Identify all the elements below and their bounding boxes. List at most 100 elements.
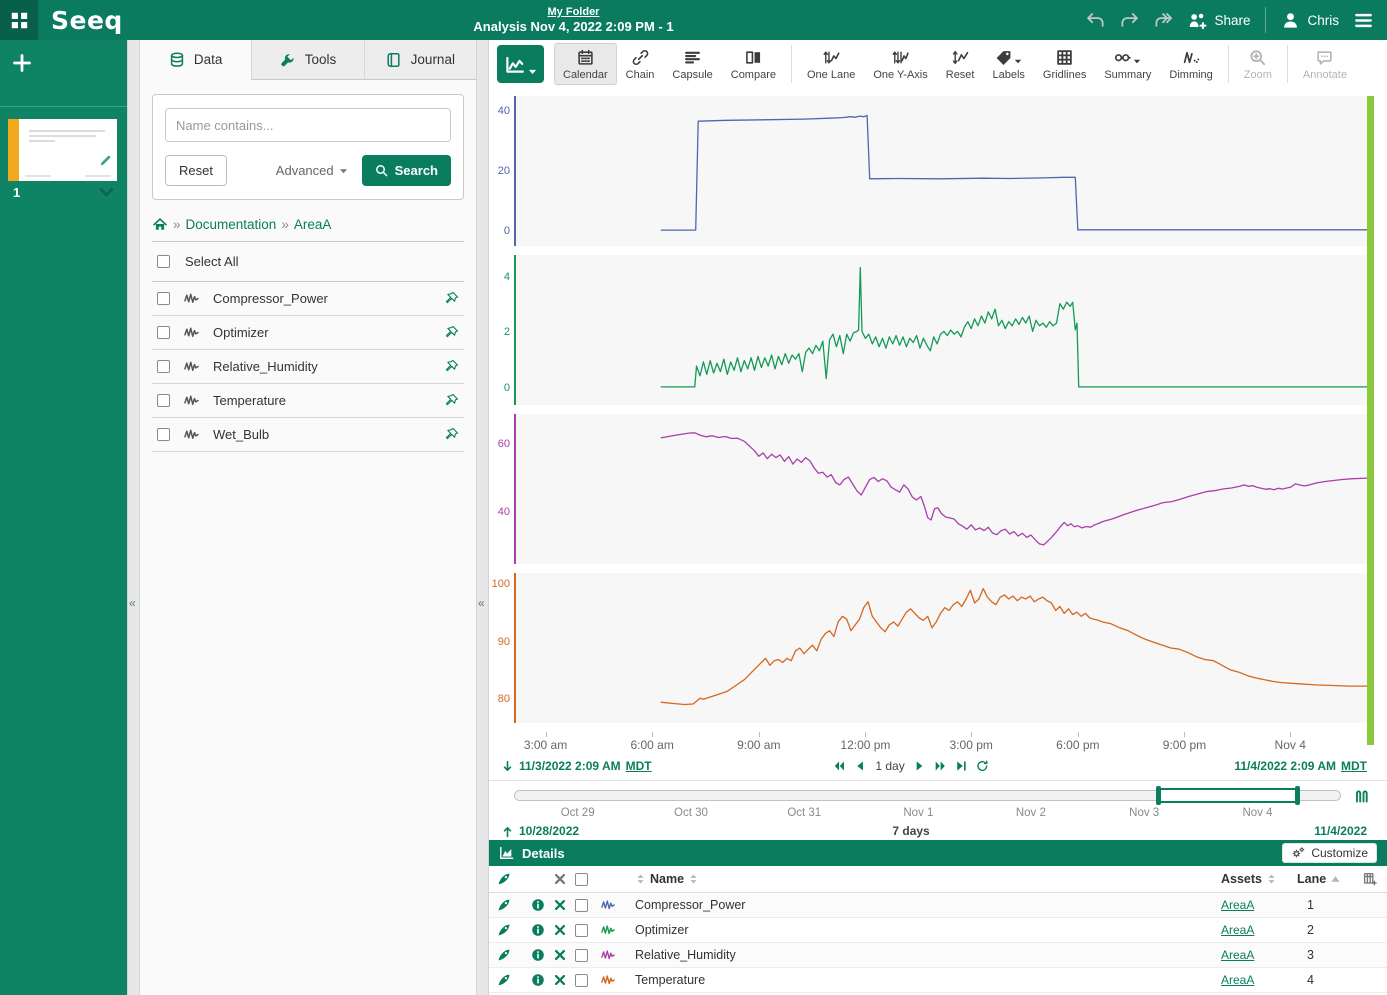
toolbar-button-chain[interactable]: Chain [617,43,664,85]
collapse-data-panel-strip[interactable]: « [476,40,489,995]
pin-icon[interactable] [444,359,459,374]
name-column-header[interactable]: Name [650,872,685,886]
list-item-optimizer[interactable]: Optimizer [152,316,464,350]
share-button[interactable]: Share [1188,11,1250,30]
asset-link[interactable]: AreaA [1221,948,1255,962]
toolbar-button-gridlines[interactable]: Gridlines [1034,43,1095,85]
range-end[interactable]: 11/4/2022 2:09 AM [1234,759,1336,773]
timeline-selection-window[interactable] [1156,786,1300,805]
pin-icon[interactable] [444,427,459,442]
lane-column-header[interactable]: Lane [1297,872,1327,886]
lane-plot-area[interactable] [514,573,1367,723]
table-row-temperature[interactable]: Temperature AreaA 4 [489,968,1387,993]
toolbar-button-one-lane[interactable]: One Lane [798,43,864,85]
pin-icon[interactable] [444,393,459,408]
list-item-compressor_power[interactable]: Compressor_Power [152,282,464,316]
tab-tools[interactable]: Tools [251,40,364,80]
add-column-icon[interactable] [1363,872,1377,886]
customize-button[interactable]: Customize [1282,843,1377,863]
info-icon[interactable] [531,898,545,912]
asset-link[interactable]: AreaA [1221,923,1255,937]
toolbar-button-reset[interactable]: Reset [937,43,984,85]
end-timezone-link[interactable]: MDT [1341,759,1367,773]
asset-link[interactable]: AreaA [1221,898,1255,912]
item-checkbox[interactable] [157,428,170,441]
toolbar-button-zoom[interactable]: Zoom [1235,43,1281,85]
step-back-fast-icon[interactable] [833,760,845,772]
list-item-temperature[interactable]: Temperature [152,384,464,418]
select-all-checkbox[interactable] [157,255,170,268]
list-item-wet_bulb[interactable]: Wet_Bulb [152,418,464,452]
row-checkbox[interactable] [575,898,588,912]
view-selector-button[interactable] [497,45,544,83]
rocket-icon[interactable] [497,973,511,987]
now-indicator-bar[interactable] [1367,96,1374,745]
row-checkbox[interactable] [575,948,588,962]
item-checkbox[interactable] [157,326,170,339]
toolbar-button-annotate[interactable]: Annotate [1294,43,1356,85]
redo-all-button[interactable] [1154,11,1173,30]
auto-update-icon[interactable] [1353,788,1370,804]
start-timezone-link[interactable]: MDT [625,759,652,773]
remove-all-icon[interactable] [553,872,567,886]
arrow-down-icon[interactable] [501,760,514,773]
timeline-span-label[interactable]: 7 days [892,824,930,838]
add-worksheet-button[interactable] [12,53,32,73]
toolbar-button-summary[interactable]: Summary [1095,43,1160,85]
sort-icon[interactable] [688,873,699,885]
app-switcher-button[interactable] [0,0,38,40]
timeline-track[interactable] [514,790,1341,801]
timeline-start-date[interactable]: 10/28/2022 [519,824,580,838]
timeline-end-date[interactable]: 11/4/2022 [1314,824,1367,838]
pin-icon[interactable] [444,291,459,306]
lane-plot-area[interactable] [514,255,1367,405]
row-checkbox[interactable] [575,923,588,937]
range-start[interactable]: 11/3/2022 2:09 AM [519,759,621,773]
refresh-icon[interactable] [977,760,989,772]
collapse-rail-strip[interactable]: « [127,40,140,995]
sort-ascending-icon[interactable] [1330,873,1341,885]
sort-icon[interactable] [1266,873,1277,885]
list-item-relative_humidity[interactable]: Relative_Humidity [152,350,464,384]
trend-lane-optimizer[interactable]: 4 2 0 [504,255,1367,405]
tab-journal[interactable]: Journal [363,40,476,80]
table-row-compressor_power[interactable]: Compressor_Power AreaA 1 [489,893,1387,918]
trend-lane-temperature[interactable]: 100 90 80 [492,573,1367,723]
asset-link[interactable]: AreaA [1221,973,1255,987]
worksheet-thumbnail[interactable] [8,119,117,181]
my-folder-link[interactable]: My Folder [547,6,600,18]
home-icon[interactable] [152,217,168,232]
item-checkbox[interactable] [157,292,170,305]
user-menu[interactable]: Chris [1281,11,1339,30]
reset-button[interactable]: Reset [165,155,227,186]
breadcrumb-areaa[interactable]: AreaA [293,217,332,232]
info-icon[interactable] [531,948,545,962]
step-forward-fast-icon[interactable] [935,760,947,772]
step-forward-icon[interactable] [914,760,926,772]
table-row-relative_humidity[interactable]: Relative_Humidity AreaA 3 [489,943,1387,968]
toolbar-button-compare[interactable]: Compare [722,43,785,85]
remove-icon[interactable] [553,923,567,937]
step-to-end-icon[interactable] [956,760,968,772]
info-icon[interactable] [531,923,545,937]
toolbar-button-capsule[interactable]: Capsule [663,43,721,85]
remove-icon[interactable] [553,973,567,987]
info-icon[interactable] [531,973,545,987]
trend-lane-relative_humidity[interactable]: 60 40 [498,414,1367,564]
step-back-icon[interactable] [854,760,866,772]
assets-column-header[interactable]: Assets [1221,872,1262,886]
search-input[interactable] [165,108,451,142]
breadcrumb-documentation[interactable]: Documentation [185,217,277,232]
redo-button[interactable] [1120,11,1139,30]
hamburger-menu-button[interactable] [1354,11,1373,30]
lane-plot-area[interactable] [514,96,1367,246]
undo-button[interactable] [1086,11,1105,30]
arrow-up-icon[interactable] [501,825,514,838]
table-row-optimizer[interactable]: Optimizer AreaA 2 [489,918,1387,943]
rocket-icon[interactable] [497,923,511,937]
item-checkbox[interactable] [157,360,170,373]
search-button[interactable]: Search [361,155,451,186]
window-left-handle[interactable] [1156,786,1162,805]
toolbar-button-one-y-axis[interactable]: One Y-Axis [864,43,936,85]
advanced-toggle[interactable]: Advanced [276,163,348,178]
